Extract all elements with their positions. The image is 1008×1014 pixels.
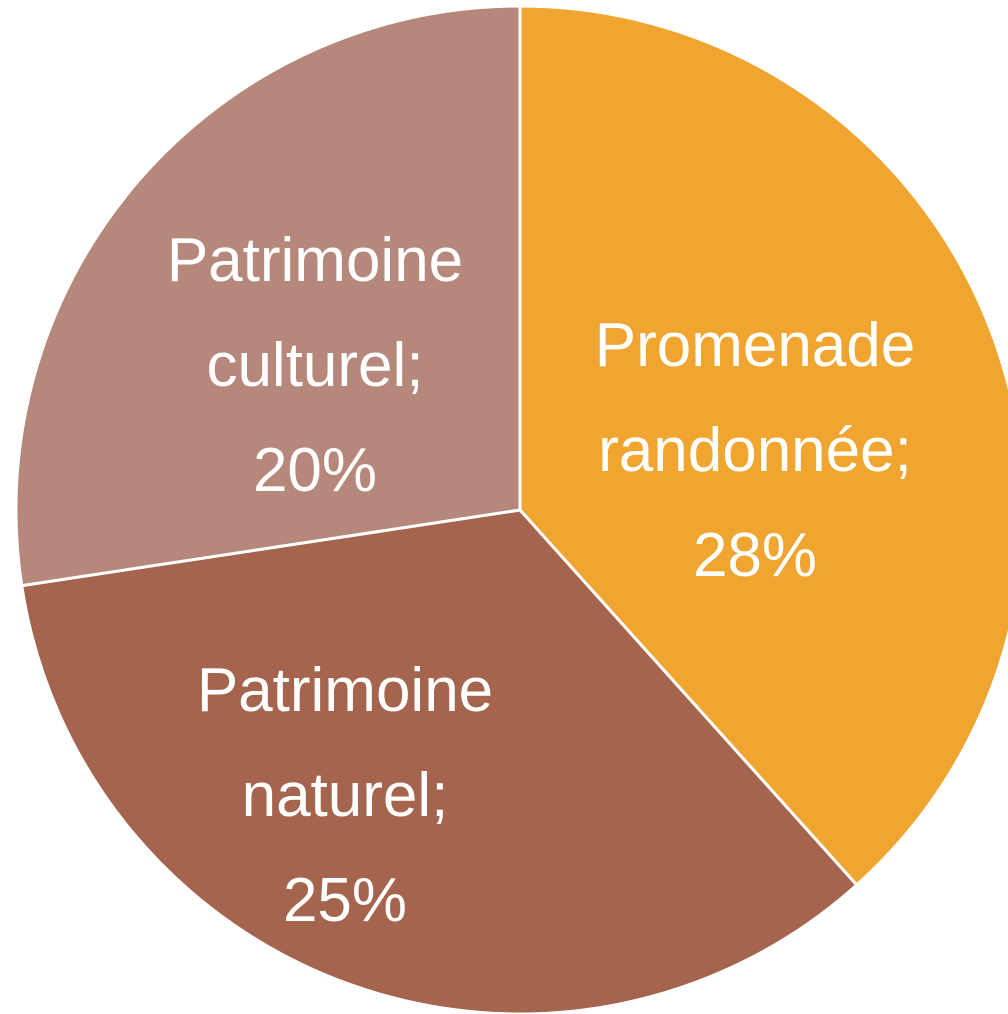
- category-label: Patrimoine culturel: [166, 226, 464, 400]
- label-separator: ;: [431, 761, 449, 830]
- label-separator: ;: [406, 331, 424, 400]
- category-label: Patrimoine naturel: [196, 656, 494, 830]
- pie-slice: [14, 4, 522, 588]
- pie-slice: [518, 4, 1008, 888]
- label-separator: ;: [894, 416, 912, 485]
- category-label: Promenade randonnée: [594, 311, 916, 485]
- value-label: 25%: [282, 866, 408, 935]
- value-label: 28%: [692, 521, 818, 590]
- data-label: Patrimoine culturel; 20%: [105, 208, 525, 523]
- data-label: Promenade randonnée; 28%: [545, 293, 965, 608]
- value-label: 20%: [252, 436, 378, 505]
- pie-slice: [19, 508, 859, 1014]
- data-label: Patrimoine naturel; 25%: [135, 638, 555, 953]
